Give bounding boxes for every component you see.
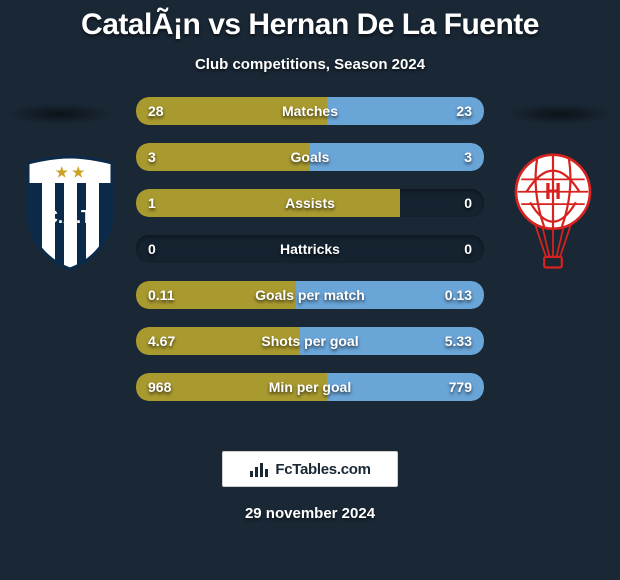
stat-row: 2823Matches — [136, 97, 484, 125]
stat-bars: 2823Matches33Goals10Assists00Hattricks0.… — [136, 97, 484, 419]
bar-right — [327, 373, 484, 401]
svg-text:C.A.T.: C.A.T. — [45, 207, 95, 227]
bar-right — [296, 281, 484, 309]
bar-left — [136, 97, 327, 125]
chart-bars-icon — [249, 459, 269, 479]
stat-row: 0 0Hattricks — [136, 235, 484, 263]
stat-row: 4.675.33Shots per goal — [136, 327, 484, 355]
bar-left — [136, 143, 310, 171]
bar-right — [300, 327, 484, 355]
stat-value-right: 0 — [464, 235, 472, 263]
stat-row: 33Goals — [136, 143, 484, 171]
team-crest-left: ★ ★ C.A.T. — [20, 153, 120, 271]
bar-left — [136, 327, 300, 355]
bar-left — [136, 281, 296, 309]
team-crest-right: H — [503, 153, 603, 271]
stat-value-left: 0 — [148, 235, 156, 263]
stat-label: Hattricks — [136, 235, 484, 263]
page-title: CatalÃ¡n vs Hernan De La Fuente — [0, 0, 620, 42]
comparison-content: ★ ★ C.A.T. H 2823Matches 33Goals 10Assists… — [0, 97, 620, 437]
stat-value-right: 0 — [464, 189, 472, 217]
svg-text:H: H — [545, 178, 562, 204]
bar-left — [136, 189, 400, 217]
svg-text:★ ★: ★ ★ — [56, 164, 85, 180]
bar-left — [136, 373, 327, 401]
footer-date: 29 november 2024 — [0, 505, 620, 522]
footer-logo-text: FcTables.com — [275, 461, 370, 478]
shadow-right — [505, 103, 615, 125]
stat-row: 10Assists — [136, 189, 484, 217]
bar-right — [327, 97, 484, 125]
stat-row: 968779Min per goal — [136, 373, 484, 401]
bar-right — [310, 143, 484, 171]
subtitle: Club competitions, Season 2024 — [0, 56, 620, 73]
shadow-left — [5, 103, 115, 125]
footer-logo: FcTables.com — [222, 451, 398, 487]
stat-row: 0.110.13Goals per match — [136, 281, 484, 309]
